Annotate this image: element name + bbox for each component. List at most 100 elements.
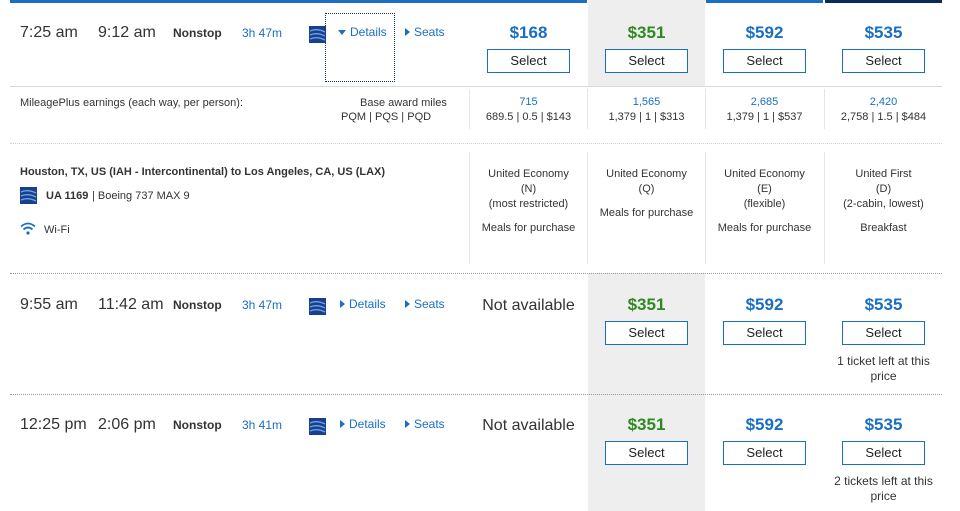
- select-button[interactable]: Select: [723, 321, 806, 345]
- details-label: Details: [350, 25, 387, 39]
- divider: [10, 86, 942, 87]
- chevron-right-icon: [405, 300, 410, 308]
- seats-link[interactable]: Seats: [405, 417, 445, 431]
- select-button[interactable]: Select: [723, 441, 806, 465]
- stops-label: Nonstop: [173, 298, 222, 312]
- chevron-right-icon: [340, 300, 345, 308]
- fare-restriction: (flexible): [743, 198, 786, 210]
- details-toggle[interactable]: Details: [338, 25, 387, 39]
- seats-link[interactable]: Seats: [405, 25, 445, 39]
- depart-time: 12:25 pm: [20, 416, 87, 433]
- seats-label: Seats: [414, 297, 445, 311]
- seats-label: Seats: [414, 417, 445, 431]
- fare-price: $168: [509, 23, 548, 42]
- route-title: Houston, TX, US (IAH - Intercontinental)…: [20, 166, 386, 178]
- fare-price: $351: [627, 295, 666, 314]
- pqm-label: PQM | PQS | PQD: [341, 111, 432, 123]
- column-divider: [824, 89, 825, 129]
- column-divider: [587, 152, 588, 264]
- chevron-down-icon: [338, 30, 346, 35]
- column-header-bar-dark: [825, 0, 942, 3]
- fare-price: $592: [745, 415, 784, 434]
- cabin-name: United Economy: [488, 168, 569, 180]
- pqm-values: 689.5 | 0.5 | $143: [485, 111, 572, 123]
- duration: 3h 47m: [242, 298, 283, 312]
- details-toggle[interactable]: Details: [340, 297, 386, 311]
- seats-label: Seats: [414, 25, 445, 39]
- details-toggle[interactable]: Details: [340, 417, 386, 431]
- select-button[interactable]: Select: [842, 441, 925, 465]
- fare-price: $535: [864, 23, 903, 42]
- arrive-time: 11:42 am: [98, 296, 164, 313]
- details-label: Details: [349, 297, 386, 311]
- column-divider: [469, 89, 470, 129]
- fare-restriction: (most restricted): [488, 198, 569, 210]
- stops-label: Nonstop: [173, 418, 222, 432]
- details-focus-outline: [325, 13, 395, 82]
- cabin-info: United Economy (N) (most restricted) Mea…: [470, 167, 587, 236]
- fare-price: $351: [627, 23, 666, 42]
- column-header-bar: [10, 0, 587, 3]
- chevron-right-icon: [405, 28, 410, 36]
- select-button[interactable]: Select: [723, 49, 806, 73]
- select-button[interactable]: Select: [605, 321, 688, 345]
- meal-info: Breakfast: [860, 222, 907, 234]
- select-button[interactable]: Select: [842, 49, 925, 73]
- fare-class: (D): [875, 183, 892, 195]
- select-button[interactable]: Select: [487, 49, 570, 73]
- column-divider: [469, 152, 470, 264]
- pqm-values: 1,379 | 1 | $313: [608, 111, 685, 123]
- pqm-values: 2,758 | 1.5 | $484: [840, 111, 927, 123]
- column-divider: [705, 89, 706, 129]
- duration: 3h 47m: [242, 26, 283, 40]
- column-divider: [705, 152, 706, 264]
- flight-details-panel: [10, 87, 942, 273]
- fare-class: (Q): [638, 183, 655, 195]
- divider: [10, 273, 942, 274]
- fare-price: $535: [864, 295, 903, 314]
- chevron-right-icon: [405, 420, 410, 428]
- meal-info: Meals for purchase: [481, 222, 576, 234]
- united-globe-icon: [309, 418, 326, 435]
- award-miles: 1,565: [632, 96, 661, 108]
- fare-price: $535: [864, 415, 903, 434]
- fare-price: $592: [745, 23, 784, 42]
- depart-time: 9:55 am: [20, 296, 78, 313]
- united-globe-icon: [309, 26, 326, 43]
- fare-class: (E): [757, 183, 772, 195]
- wifi-label: Wi-Fi: [44, 224, 70, 236]
- chevron-right-icon: [340, 420, 345, 428]
- select-button[interactable]: Select: [842, 321, 925, 345]
- select-button[interactable]: Select: [605, 49, 688, 73]
- pqm-values: 1,379 | 1 | $537: [726, 111, 803, 123]
- depart-time: 7:25 am: [20, 24, 78, 41]
- cabin-info: United Economy (E) (flexible) Meals for …: [706, 167, 823, 236]
- united-globe-icon: [20, 187, 37, 204]
- fare-class: (N): [520, 183, 537, 195]
- column-divider: [587, 89, 588, 129]
- divider: [10, 394, 942, 395]
- base-award-label: Base award miles: [360, 97, 447, 109]
- cabin-info: United First (D) (2-cabin, lowest) Break…: [825, 167, 942, 236]
- flight-number: UA 1169: [46, 190, 89, 202]
- fare-restriction: (2-cabin, lowest): [843, 198, 924, 210]
- arrive-time: 2:06 pm: [98, 416, 156, 433]
- seats-left-note: 1 ticket left at this price: [837, 354, 930, 383]
- column-header-bar: [706, 0, 823, 3]
- seats-link[interactable]: Seats: [405, 297, 445, 311]
- meal-info: Meals for purchase: [599, 207, 694, 219]
- wifi-icon: [20, 222, 36, 235]
- award-miles: 2,420: [869, 96, 898, 108]
- fare-not-available: Not available: [482, 417, 575, 434]
- details-label: Details: [349, 417, 386, 431]
- award-miles: 2,685: [750, 96, 779, 108]
- fare-price: $351: [627, 415, 666, 434]
- fare-price: $592: [745, 295, 784, 314]
- cabin-name: United Economy: [724, 168, 805, 180]
- column-divider: [824, 152, 825, 264]
- stops-label: Nonstop: [173, 26, 222, 40]
- arrive-time: 9:12 am: [98, 24, 156, 41]
- select-button[interactable]: Select: [605, 441, 688, 465]
- cabin-info: United Economy (Q) Meals for purchase: [588, 167, 705, 221]
- earnings-label: MileagePlus earnings (each way, per pers…: [20, 97, 243, 109]
